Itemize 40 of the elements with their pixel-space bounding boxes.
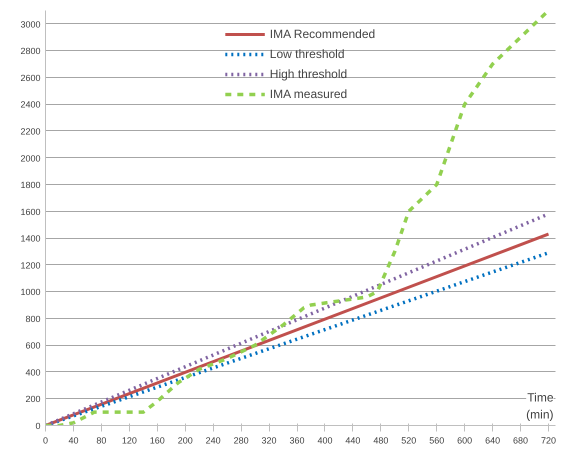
legend-label: IMA Recommended	[270, 27, 376, 41]
x-tick-label: 720	[541, 436, 556, 446]
x-tick-label: 40	[68, 436, 78, 446]
x-tick-label: 440	[345, 436, 360, 446]
y-tick-label: 200	[25, 394, 41, 404]
y-tick-label: 600	[25, 340, 41, 351]
legend-label: Low threshold	[270, 47, 345, 61]
x-tick-label: 280	[234, 436, 249, 446]
x-tick-label: 120	[122, 436, 137, 446]
x-tick-label: 560	[429, 436, 444, 446]
y-tick-label: 1000	[20, 287, 41, 298]
y-tick-label: 1400	[20, 234, 41, 244]
legend-label: IMA measured	[270, 87, 348, 101]
y-tick-label: 1600	[20, 206, 41, 217]
y-tick-label: 800	[25, 314, 41, 324]
y-tick-label: 2000	[20, 153, 41, 164]
y-tick-label: 1200	[20, 260, 41, 270]
y-tick-label: 0	[35, 421, 41, 431]
x-tick-label: 640	[485, 436, 500, 446]
y-tick-label: 1800	[20, 180, 41, 190]
y-tick-label: 2800	[20, 46, 41, 56]
y-tick-label: 2200	[20, 126, 41, 136]
y-tick-label: 2600	[20, 72, 41, 83]
x-tick-label: 480	[373, 436, 388, 446]
y-tick-label: 400	[25, 367, 41, 378]
x-tick-label: 240	[206, 436, 221, 446]
x-tick-label: 600	[457, 436, 472, 446]
x-tick-label: 80	[96, 436, 106, 446]
legend-label: High threshold	[270, 67, 348, 81]
y-tick-label: 3000	[20, 19, 41, 30]
x-tick-label: 160	[150, 436, 165, 446]
x-tick-label: 0	[42, 436, 48, 446]
x-tick-label: 360	[290, 436, 305, 446]
x-axis-title: Time (min)	[526, 390, 554, 422]
x-tick-label: 320	[262, 436, 277, 446]
x-tick-label: 400	[317, 436, 332, 446]
x-tick-label: 680	[513, 436, 528, 446]
x-tick-label: 520	[401, 436, 416, 446]
y-tick-label: 2400	[20, 100, 41, 110]
x-tick-label: 200	[178, 436, 193, 446]
